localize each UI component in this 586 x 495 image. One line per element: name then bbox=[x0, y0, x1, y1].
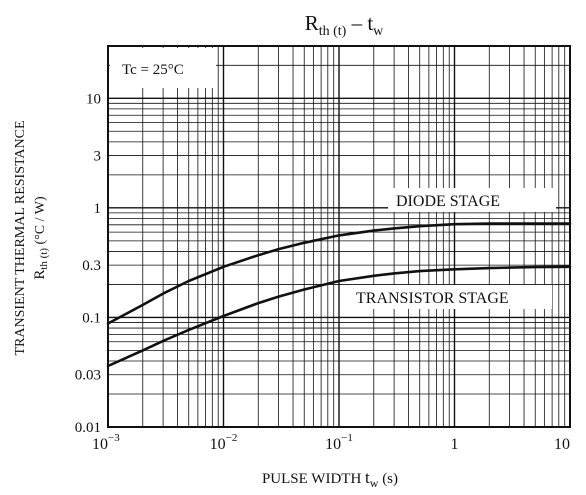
y-axis-label-line1: TRANSIENT THERMAL RESISTANCE bbox=[13, 120, 28, 355]
y-tick-label: 10 bbox=[86, 91, 101, 107]
condition-box: Tc = 25°C bbox=[110, 48, 216, 88]
x-tick-labels: 10−3 10−2 10−1 1 10 bbox=[92, 432, 570, 453]
condition-label: Tc = 25°C bbox=[122, 62, 184, 78]
transistor-series-label: TRANSISTOR STAGE bbox=[356, 290, 509, 307]
diode-series-label: DIODE STAGE bbox=[396, 193, 500, 210]
chart-title: Rth (t) – tw bbox=[305, 11, 384, 39]
y-tick-label: 3 bbox=[94, 149, 102, 165]
x-tick-label: 10−1 bbox=[325, 432, 353, 453]
diode-series-label-group: DIODE STAGE bbox=[388, 188, 556, 212]
y-tick-label: 0.03 bbox=[75, 368, 101, 384]
x-tick-label: 10−2 bbox=[210, 432, 238, 453]
x-tick-label: 10 bbox=[554, 436, 570, 453]
y-tick-labels: 0.01 0.03 0.1 0.3 1 3 10 bbox=[75, 91, 101, 436]
x-axis-label: PULSE WIDTH tw (s) bbox=[262, 468, 398, 490]
x-tick-label: 1 bbox=[451, 436, 459, 453]
y-tick-label: 0.3 bbox=[82, 258, 101, 274]
y-tick-label: 0.01 bbox=[75, 420, 101, 436]
y-tick-label: 0.1 bbox=[82, 310, 101, 326]
transistor-series-label-group: TRANSISTOR STAGE bbox=[348, 285, 552, 309]
y-tick-label: 1 bbox=[94, 201, 102, 217]
y-axis-label-line2: Rth (t) (°C / W) bbox=[32, 196, 50, 280]
